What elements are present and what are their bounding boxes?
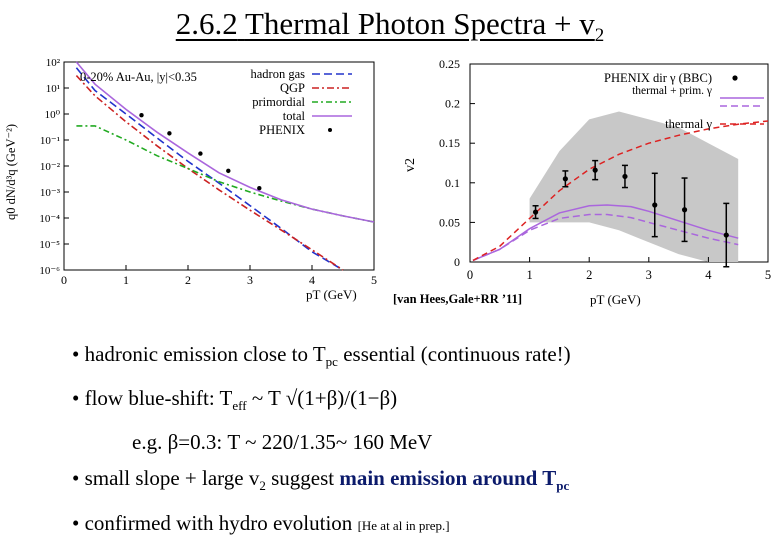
right-x-tick-label: 3 <box>646 268 652 282</box>
bullet-list: • hadronic emission close to Tpc essenti… <box>72 336 571 544</box>
right-x-axis-label: pT (GeV) <box>590 292 641 307</box>
left-series <box>75 61 375 271</box>
right-series <box>472 120 769 262</box>
right-y-tick-label: 0.05 <box>439 215 460 229</box>
bullet-2-text: • flow blue-shift: T <box>72 386 233 411</box>
left-line-total <box>75 61 375 223</box>
bullet-3-emphasis-sub: pc <box>556 478 570 494</box>
slide-title: 2.6.2 Thermal Photon Spectra + v2 <box>0 6 780 47</box>
right-y-tick-label: 0.2 <box>445 97 460 111</box>
right-y-tick-label: 0 <box>454 255 460 269</box>
bullet-3-emphasis: main emission around Tpc <box>339 466 569 493</box>
right-legend-label-phenix-dir-bbc: PHENIX dir γ (BBC) <box>604 71 712 85</box>
bullet-4: • confirmed with hydro evolution [He at … <box>72 505 571 544</box>
bullet-3-mid: suggest <box>265 466 340 491</box>
phenix-data-point <box>167 131 172 136</box>
bullet-1-text: • hadronic emission close to T <box>72 342 326 366</box>
bullet-3: • small slope + large v2 suggest main em… <box>72 460 571 504</box>
bullet-1: • hadronic emission close to Tpc essenti… <box>72 336 571 380</box>
v2-data-point <box>652 202 658 208</box>
v2-data-point <box>681 207 688 213</box>
bullet-2: • flow blue-shift: Teff ~ T √(1+β)/(1−β) <box>72 380 571 424</box>
left-plot-frame <box>63 61 375 271</box>
phenix-systematic-band <box>529 111 739 262</box>
left-x-tick-label: 4 <box>309 273 315 287</box>
left-x-axis-label: pT (GeV) <box>306 287 357 302</box>
left-y-tick-label: 10⁻⁶ <box>39 265 60 277</box>
bullet-2-sub: eff <box>232 398 247 414</box>
left-y-tick-label: 10⁰ <box>45 109 61 121</box>
left-annotation: 0-20% Au-Au, |y|<0.35 <box>80 70 197 84</box>
left-y-tick-label: 10⁻⁴ <box>39 213 60 225</box>
bullet-3-sub: 2 <box>259 478 266 494</box>
v2-data-point <box>622 173 628 180</box>
bullet-3-text: • small slope + large v <box>72 466 260 491</box>
right-y-axis-label: v2 <box>403 158 418 172</box>
right-line-thermal-prim <box>472 204 739 262</box>
citation: [van Hees,Gale+RR ’11] <box>393 292 522 306</box>
left-y-tick-label: 10⁻¹ <box>40 135 60 147</box>
photon-spectra-chart: 10² 10¹ 10⁰ 10⁻¹ 10⁻² 10⁻³ 10⁻⁴ 10⁻⁵ 10⁻⁶ 0 1 2 3 4 5… <box>4 57 377 302</box>
phenix-data-point <box>226 168 231 174</box>
left-x-tick-label: 0 <box>61 273 67 287</box>
right-x-tick-label: 5 <box>765 268 771 282</box>
left-legend-label-hadron-gas: hadron gas <box>251 67 306 81</box>
left-x-tick-label: 5 <box>371 273 377 287</box>
left-y-tick-label: 10² <box>46 57 61 69</box>
left-y-tick-label: 10⁻² <box>40 161 61 173</box>
left-legend-label-phenix: PHENIX <box>259 123 305 137</box>
left-legend-marker-phenix <box>328 128 332 132</box>
right-x-ticks: 0 1 2 3 4 5 <box>467 257 771 282</box>
left-legend-label-total: total <box>283 109 306 123</box>
right-legend: PHENIX dir γ (BBC)thermal + prim. γ therm… <box>604 71 764 131</box>
bullet-4-reference: [He at al in prep.] <box>357 517 450 533</box>
title-subscript: 2 <box>594 25 605 47</box>
v2-data-point <box>592 167 598 173</box>
bullet-3-emphasis-text: main emission around T <box>339 466 557 491</box>
bullet-2-example: e.g. β=0.3: T ~ 220/1.35~ 160 MeV <box>132 430 433 455</box>
left-x-tick-label: 2 <box>185 273 191 287</box>
right-uncertainty-band <box>529 111 739 262</box>
v2-data-point <box>562 176 568 182</box>
right-line-thermal-prim-dashed <box>472 213 739 262</box>
right-x-tick-label: 4 <box>705 268 712 282</box>
phenix-data-point <box>257 186 262 191</box>
right-points <box>532 159 730 268</box>
v2-chart: 0 0.05 0.1 0.15 0.2 0.25 0 1 2 3 4 5 PHENIX dir γ … <box>403 57 771 307</box>
right-y-tick-label: 0.15 <box>439 136 460 150</box>
right-x-tick-label: 2 <box>586 268 592 282</box>
right-y-ticks: 0 0.05 0.1 0.15 0.2 0.25 <box>439 57 475 269</box>
left-y-tick-label: 10¹ <box>46 83 60 95</box>
bullet-2-text-end: ~ T √(1+β)/(1−β) <box>246 386 398 411</box>
left-y-ticks: 10² 10¹ 10⁰ 10⁻¹ 10⁻² 10⁻³ 10⁻⁴ 10⁻⁵ 10⁻⁶ <box>39 57 69 277</box>
left-x-tick-label: 3 <box>247 273 253 287</box>
left-y-tick-label: 10⁻³ <box>40 187 61 199</box>
left-x-ticks: 0 1 2 3 4 5 <box>61 265 377 287</box>
left-legend-label-primordial: primordial <box>252 95 305 109</box>
left-x-tick-label: 1 <box>123 273 129 287</box>
right-legend-label-thermal-prim: thermal + prim. γ <box>632 85 712 97</box>
left-y-axis-label: q0 dN/d³q (GeV⁻²) <box>4 124 18 220</box>
right-line-thermal <box>472 120 769 262</box>
right-x-tick-label: 1 <box>526 268 532 282</box>
phenix-data-point <box>198 151 203 156</box>
right-x-tick-label: 0 <box>467 268 473 282</box>
phenix-data-point <box>139 112 144 118</box>
v2-data-point <box>723 232 729 238</box>
right-legend-label-thermal: thermal γ <box>665 117 712 131</box>
right-legend-marker-phenix-dir-bbc <box>732 75 738 81</box>
left-points <box>139 112 262 191</box>
title-number: 2.6.2 <box>175 6 238 41</box>
right-y-tick-label: 0.25 <box>439 57 460 71</box>
right-y-tick-label: 0.1 <box>445 176 460 190</box>
v2-data-point <box>532 209 539 215</box>
left-line-qgp <box>75 75 344 271</box>
title-text: Thermal Photon Spectra + v <box>244 6 595 41</box>
left-y-tick-label: 10⁻⁵ <box>39 239 60 251</box>
left-legend-label-qgp: QGP <box>280 81 305 95</box>
bullet-1-text-end: essential (continuous rate!) <box>337 342 571 366</box>
bullet-4-text: • confirmed with hydro evolution <box>72 510 353 535</box>
bullet-1-sub: pc <box>325 354 338 370</box>
